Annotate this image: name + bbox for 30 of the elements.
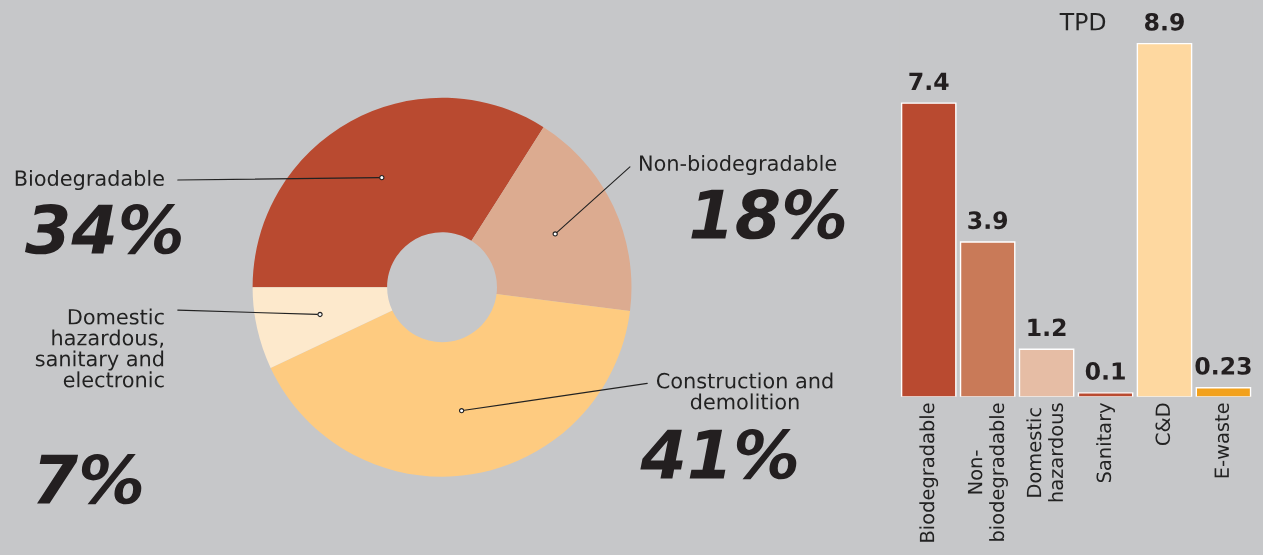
x-tick-label: Sanitary xyxy=(1096,402,1115,483)
data-label: 7.4 xyxy=(909,72,949,90)
x-tick-label: E-waste xyxy=(1214,403,1230,478)
slice-label: Domestic hazardous, sanitary and electronic xyxy=(35,308,164,388)
donut-slice xyxy=(270,294,631,477)
data-label: 0.23 xyxy=(1195,356,1251,375)
y-axis-title: TPD xyxy=(1059,13,1106,31)
bar xyxy=(1136,42,1193,397)
bar xyxy=(1195,387,1252,397)
bar xyxy=(900,102,957,397)
x-tick-label: Non- biodegradable xyxy=(967,403,1008,541)
data-label: 1.2 xyxy=(1028,318,1066,336)
data-label: 3.9 xyxy=(968,211,1008,230)
data-label: 41% xyxy=(640,428,797,480)
donut-slice xyxy=(252,97,544,288)
x-tick-label: Biodegradable xyxy=(919,403,939,542)
data-label: 8.9 xyxy=(1145,12,1184,31)
x-tick-label: C&D xyxy=(1155,403,1171,445)
bar xyxy=(1018,348,1075,397)
bar xyxy=(959,241,1016,397)
slice-label: Non-biodegradable xyxy=(640,154,837,176)
donut-slice xyxy=(471,127,632,311)
donut-slice xyxy=(252,287,393,368)
x-tick-label: Domestic hazardous xyxy=(1026,403,1064,502)
data-label: 7% xyxy=(37,453,142,505)
data-label: 0.1 xyxy=(1085,362,1125,380)
slice-label: Biodegradable xyxy=(15,169,164,191)
slice-label: Construction and demolition xyxy=(656,372,833,410)
data-label: 18% xyxy=(691,188,845,240)
data-label: 34% xyxy=(25,203,181,255)
